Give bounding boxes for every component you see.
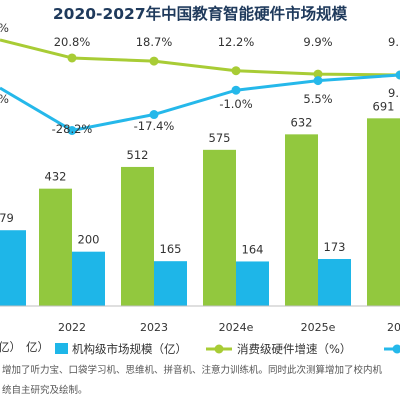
point-institution-growth: [67, 126, 77, 135]
label-consumer-2024e: 575: [209, 131, 231, 145]
point-consumer-growth: [67, 53, 77, 63]
label-institution-growth: -17.4%: [134, 119, 175, 133]
bar-institution-2023: [154, 261, 187, 306]
label-institution-growth: -28.2%: [52, 122, 93, 136]
labels-layer: 79 432 200 512 165 575 164 632 173 691 20.8% 18.7% 1…: [0, 21, 399, 354]
lines-layer: [0, 38, 400, 135]
bar-consumer-2022: [39, 188, 72, 306]
legend-label-consumer-growth: 消费级硬件增速（%）: [237, 342, 351, 356]
label-institution-growth: 9.: [388, 86, 399, 100]
label-institution-2023: 165: [160, 242, 182, 256]
legend-swatch-institution: [55, 343, 68, 354]
point-institution-growth: [231, 85, 241, 95]
label-consumer-2022: 432: [45, 170, 67, 184]
footnote-line-2: 统自主研究及绘制。: [2, 384, 88, 396]
point-consumer-growth: [313, 69, 323, 79]
footnote-line-1: 增加了听力宝、口袋学习机、思维机、拼音机、注意力训练机。同时此次测算增加了校内机: [2, 364, 383, 376]
bar-consumer-2025e: [285, 134, 318, 306]
label-institution-growth: -1.0%: [219, 97, 252, 111]
cropped-label: %: [0, 92, 9, 106]
x-tick-label: 2023: [140, 321, 168, 334]
label-consumer-growth: 20.8%: [54, 35, 91, 49]
label-consumer-growth: 18.7%: [136, 35, 173, 49]
label-institution-2022: 200: [78, 233, 100, 247]
legend-marker-institution-growth: [392, 344, 400, 354]
cropped-label: %: [0, 21, 9, 35]
label-consumer-growth: 12.2%: [218, 35, 255, 49]
point-consumer-growth: [149, 56, 159, 66]
label-consumer-growth: 9.: [388, 35, 399, 49]
chart-title: 2020-2027年中国教育智能硬件市场规模: [53, 4, 348, 23]
label-institution-2024e: 164: [242, 242, 264, 256]
label-institution-2025e: 173: [324, 240, 346, 254]
bars-layer: [0, 118, 400, 306]
label-consumer-growth: 9.9%: [303, 35, 332, 49]
point-institution-growth: [149, 110, 159, 120]
label-institution-2021: 79: [0, 211, 14, 225]
x-axis-ticks: 2022 2023 2024e 2025e 20: [58, 321, 400, 334]
bar-institution-2024e: [236, 261, 269, 306]
x-tick-label: 20: [387, 321, 400, 334]
label-consumer-2026e: 691: [373, 99, 395, 113]
bar-institution-2022: [72, 251, 105, 306]
x-tick-label: 2024e: [219, 321, 254, 334]
label-consumer-2025e: 632: [291, 115, 313, 129]
legend-label-institution: 机构级市场规模（亿）: [72, 342, 187, 356]
bar-consumer-2023: [121, 166, 154, 306]
point-institution-growth: [313, 76, 323, 86]
bar-institution-2025e: [318, 259, 351, 306]
line-consumer-growth-lead: [0, 38, 73, 60]
line-institution-growth-lead: [0, 86, 73, 132]
legend-label-consumer: 亿）: [26, 340, 49, 354]
point-consumer-growth: [231, 66, 241, 76]
label-institution-growth: 5.5%: [303, 92, 332, 106]
legend-marker-consumer-growth: [214, 344, 224, 354]
label-consumer-2023: 512: [127, 148, 149, 162]
bar-consumer-2024e: [203, 149, 236, 306]
legend: 亿） 机构级市场规模（亿） 消费级硬件增速（%）: [26, 340, 400, 356]
cropped-label: 亿）: [0, 340, 21, 354]
x-tick-label: 2022: [58, 321, 86, 334]
x-tick-label: 2025e: [301, 321, 336, 334]
bar-institution-2021: [0, 230, 26, 306]
point-institution-growth: [395, 70, 400, 80]
bar-consumer-2026e: [367, 118, 400, 306]
